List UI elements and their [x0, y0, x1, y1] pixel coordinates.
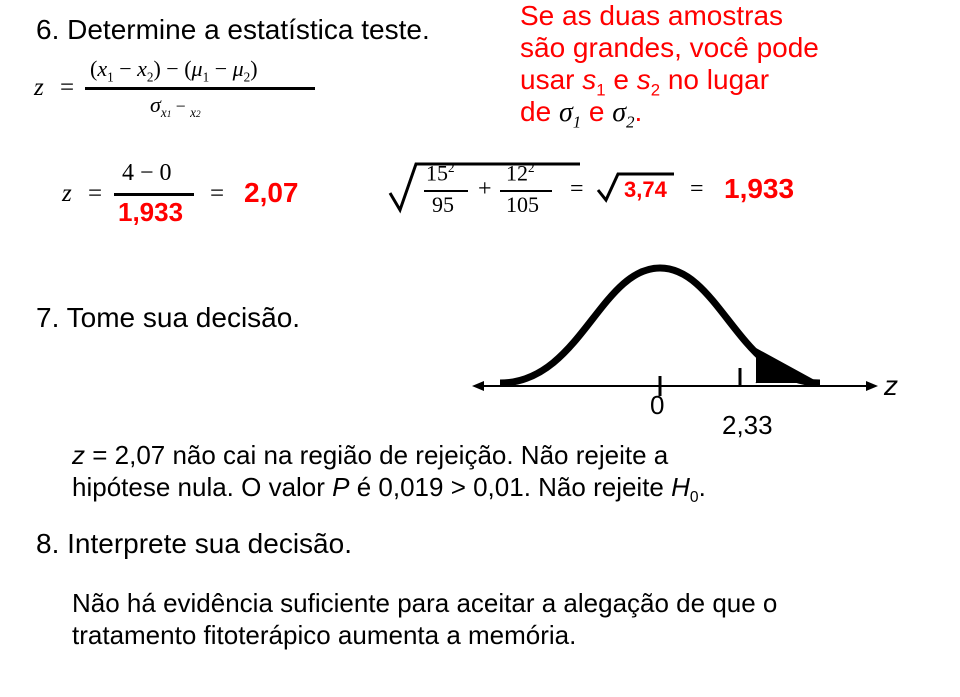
notice-line3-c: no lugar — [660, 64, 769, 95]
zcalc-val: 2,07 — [244, 177, 299, 209]
den-sigma: σ — [150, 92, 161, 117]
num-mu2: μ — [233, 56, 244, 81]
sqrt-num1-sq: 2 — [448, 160, 455, 175]
axis-crit: 2,33 — [722, 410, 773, 441]
den-sigma-sub: x1 — [161, 105, 171, 120]
den-x2s: 2 — [196, 109, 201, 119]
num-x2: x — [137, 56, 147, 81]
num-x1-sub: 1 — [107, 69, 114, 84]
step8-title: 8. Interprete sua decisão. — [36, 528, 352, 560]
sqrt-num2: 122 — [506, 160, 535, 186]
body2-H0: 0 — [690, 489, 699, 506]
zcalc-den: 1,933 — [118, 197, 183, 228]
num-mu1: μ — [192, 56, 203, 81]
body1-z: z — [72, 440, 85, 470]
axis-z-label: z — [884, 370, 898, 402]
axis-zero: 0 — [650, 390, 664, 421]
num-close1: ) — [153, 56, 160, 81]
sqrt-eq2: = — [690, 176, 704, 203]
formula-denominator: σx1 − x2 — [150, 92, 201, 121]
body-line1: z = 2,07 não cai na região de rejeição. … — [72, 440, 668, 471]
sqrt-mid: 3,74 — [624, 177, 667, 203]
formula-numerator: (x1 − x2) − (μ1 − μ2) — [90, 56, 258, 85]
num-minus1: − — [114, 56, 137, 81]
sqrt-num2-sq: 2 — [528, 160, 535, 175]
notice-line4-a: de — [520, 96, 559, 127]
sqrt-plus: + — [478, 176, 492, 203]
body-line2: hipótese nula. O valor P é 0,019 > 0,01.… — [72, 472, 706, 507]
normal-curve — [470, 248, 890, 408]
zcalc-eq1: = — [88, 180, 102, 208]
notice-line4: de σ1 e σ2. — [520, 96, 642, 133]
zcalc-fraction-line — [114, 193, 194, 196]
body-line3: Não há evidência suficiente para aceitar… — [72, 588, 777, 619]
notice-s1: s — [582, 64, 596, 95]
sigma1-sub: 1 — [573, 113, 581, 132]
notice-line3-a: usar — [520, 64, 582, 95]
body2-H: H — [671, 472, 690, 502]
num-x1: x — [97, 56, 107, 81]
notice-line2: são grandes, você pode — [520, 32, 819, 64]
sqrt-final: 1,933 — [724, 173, 794, 205]
formula-eq: = — [60, 74, 74, 102]
body2-f: . — [699, 472, 706, 502]
notice-line4-b: e — [581, 96, 612, 127]
step7-title: 7. Tome sua decisão. — [36, 302, 300, 334]
notice-s2-sub: 2 — [651, 81, 660, 100]
zcalc-z: z — [62, 180, 72, 208]
notice-line1: Se as duas amostras — [520, 0, 783, 32]
sqrt-num1-base: 15 — [426, 160, 448, 185]
notice-s2: s — [637, 64, 651, 95]
body-line4: tratamento fitoterápico aumenta a memóri… — [72, 620, 576, 651]
num-close2: ) — [250, 56, 257, 81]
formula-z: z — [34, 74, 44, 102]
sigma1: σ1 — [559, 97, 581, 128]
den-minus: − — [171, 96, 190, 116]
sqrt-den2: 105 — [506, 192, 539, 218]
body2-c: é 0,019 > 0,01. Não rejeite — [350, 472, 672, 502]
sigma1-sym: σ — [559, 97, 573, 128]
sigma2-sym: σ — [612, 97, 626, 128]
num-open2: ( — [184, 56, 191, 81]
notice-line3-b: e — [606, 64, 637, 95]
zcalc-eq2: = — [210, 180, 224, 208]
step6-title: 6. Determine a estatística teste. — [36, 14, 430, 46]
sqrt-num2-base: 12 — [506, 160, 528, 185]
body2-P: P — [332, 472, 349, 502]
num-minus3: − — [209, 56, 232, 81]
sigma2: σ2 — [612, 97, 634, 128]
notice-line4-c: . — [634, 96, 642, 127]
body2-a: hipótese nula. O valor — [72, 472, 332, 502]
sqrt-den1: 95 — [432, 192, 454, 218]
den-x2c: x2 — [190, 105, 200, 120]
num-minus2: − — [161, 56, 184, 81]
body1-rest: = 2,07 não cai na região de rejeição. Nã… — [85, 440, 668, 470]
sqrt-eq1: = — [570, 176, 584, 203]
formula-fraction-line — [85, 87, 315, 90]
sqrt-num1: 152 — [426, 160, 455, 186]
zcalc-num: 4 − 0 — [122, 160, 172, 187]
